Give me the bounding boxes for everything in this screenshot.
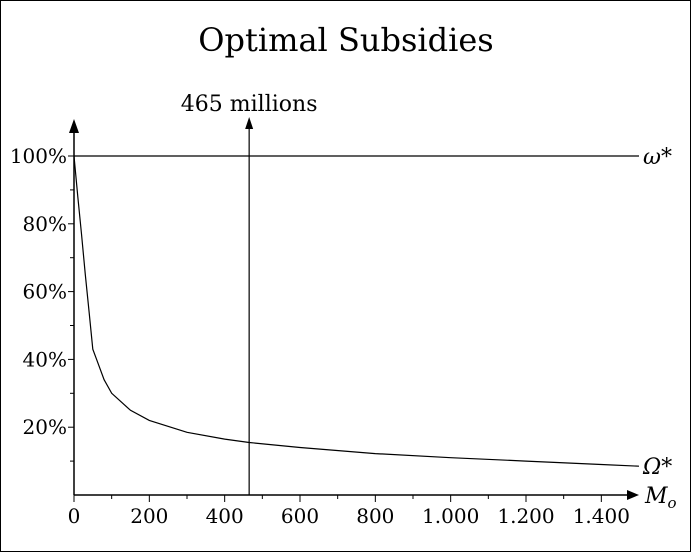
y-tick-label: 60% (23, 280, 67, 304)
annotation-label: 465 millions (181, 92, 318, 117)
x-tick-label: 800 (356, 504, 394, 528)
x-tick-label: 0 (68, 504, 81, 528)
x-tick-label: 600 (281, 504, 319, 528)
annotation-layer: 465 millions (181, 92, 318, 495)
y-tick-label: 40% (23, 347, 67, 371)
y-tick-label: 100% (10, 144, 67, 168)
series-line-omega-upper (73, 155, 640, 467)
x-axis-arrow (627, 490, 639, 500)
x-tick-label: 1.400 (573, 504, 630, 528)
series-layer: ω* Ω* (73, 145, 672, 480)
annotation-arrow (245, 117, 254, 129)
y-axis-arrow (69, 119, 79, 133)
tick-layer: 0 200 400 600 800 1.000 1.200 1.400 20% 40% 60% 80%… (10, 144, 630, 528)
x-tick-label: 1.000 (422, 504, 479, 528)
series-label-omega-upper: Ω* (642, 455, 672, 480)
series-label-omega-lower: ω* (643, 145, 672, 170)
chart-title: Optimal Subsidies (198, 21, 493, 59)
x-tick-label: 200 (130, 504, 168, 528)
x-axis-label: Mo (644, 484, 677, 512)
y-tick-label: 80% (23, 212, 67, 236)
x-tick-label: 400 (206, 504, 244, 528)
y-tick-label: 20% (23, 415, 67, 439)
x-tick-label: 1.200 (497, 504, 554, 528)
x-axis-label-subscript: o (668, 494, 677, 512)
